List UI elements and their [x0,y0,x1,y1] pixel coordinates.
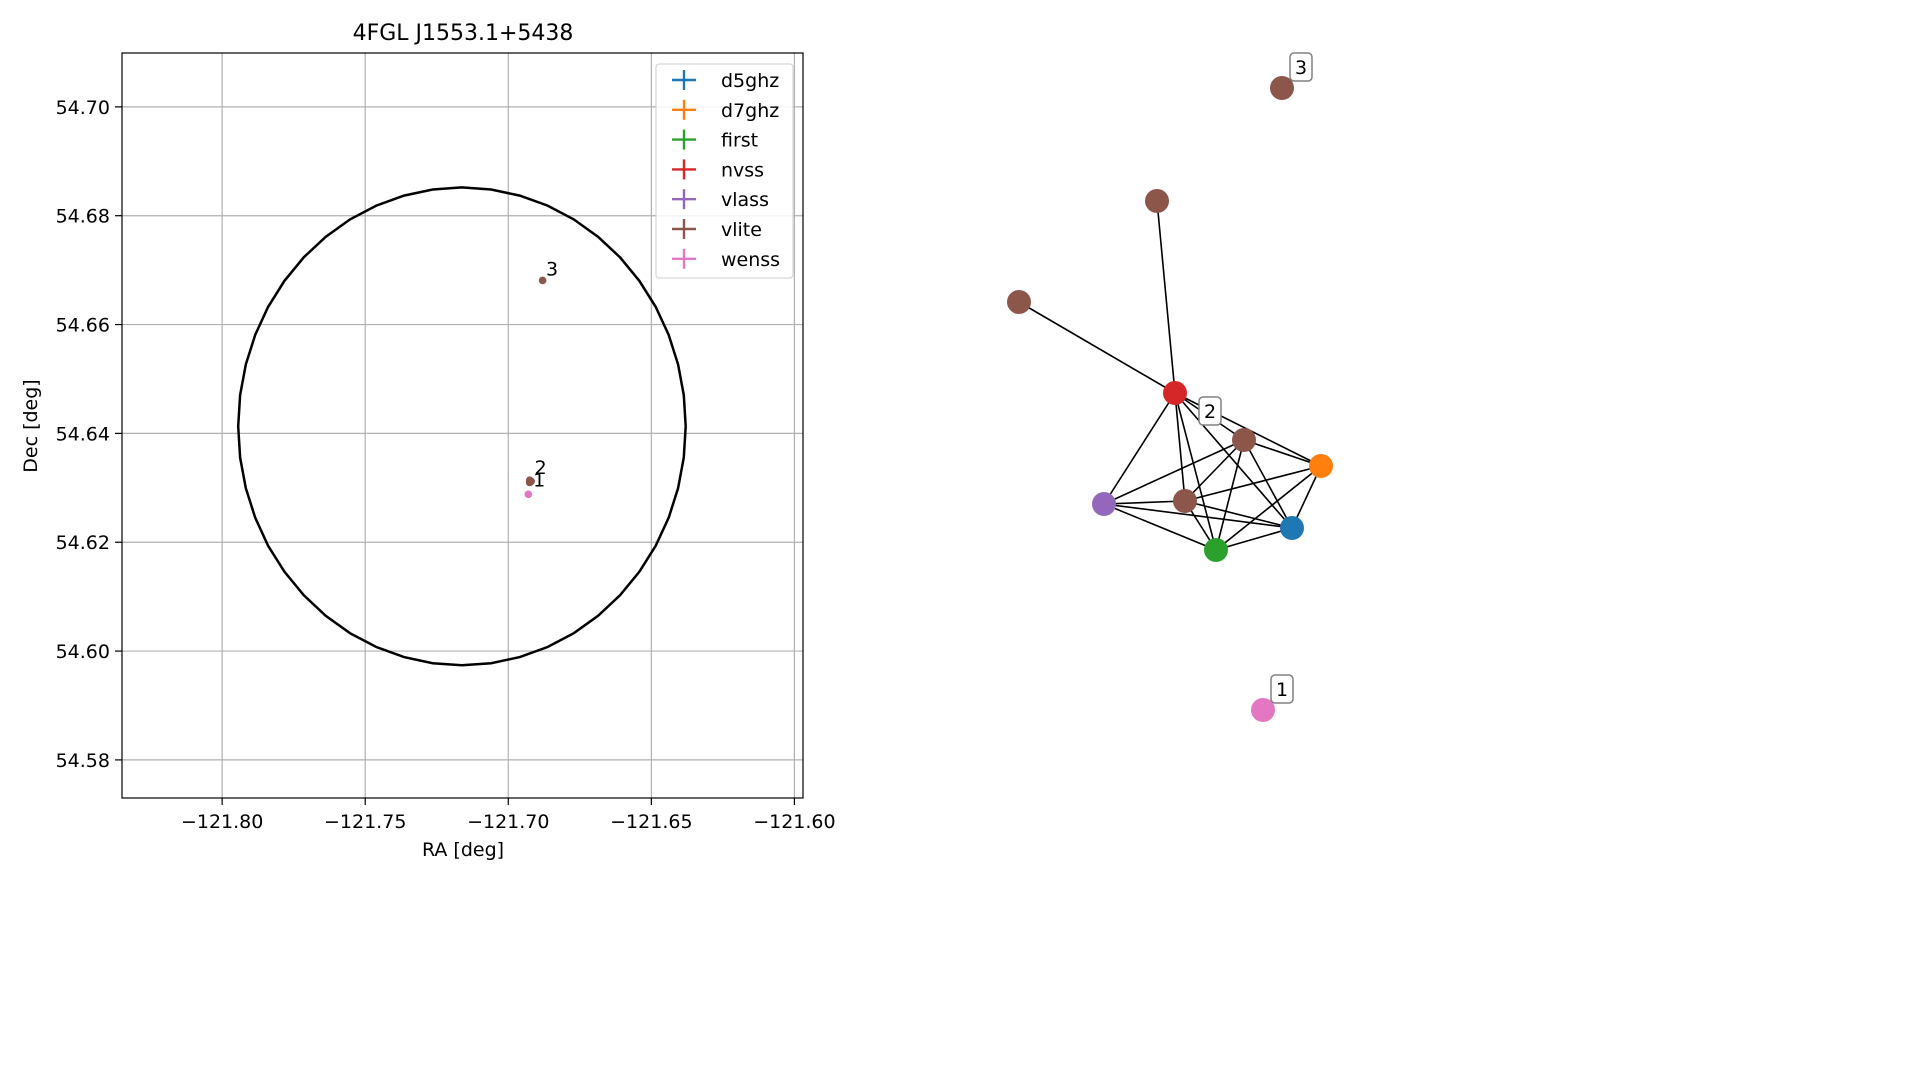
point-annotation: 2 [535,457,547,479]
error-ellipse-outline [236,186,687,667]
network-label: 1 [1270,674,1294,704]
network-edge [1103,503,1217,551]
network-label-text: 2 [1204,401,1216,423]
legend-item-wenss: wenss [672,249,780,271]
grid [122,53,803,798]
y-tick-label: 54.70 [56,97,110,119]
network-edge [1174,392,1217,551]
network-edge [1103,503,1293,529]
network-edge [1215,439,1245,551]
network-edge [1103,500,1186,505]
network-labels: 3 2 1 [1198,52,1313,704]
legend-frame [655,63,794,279]
network-node-vlite_c [1232,428,1256,452]
network-label-box [1198,396,1222,426]
network-edge [1243,439,1293,529]
network-node-first [1204,538,1228,562]
network-edge [1215,527,1293,551]
legend-item-d7ghz: d7ghz [672,99,779,122]
legend-item-first: first [672,129,758,152]
network-edge [1174,392,1186,502]
point-vlite [527,477,535,486]
legend-label: vlass [721,189,769,211]
network-node-vlite_d [1173,489,1197,513]
legend-label: d5ghz [721,70,779,92]
network-node-vlite_b [1007,290,1031,314]
legend: d5ghz d7ghz first nvss vlass vlite wenss [655,63,794,279]
axis-ticks: −121.80 −121.75 −121.70 −121.65 −121.60 54.58… [56,97,836,833]
x-tick-label: −121.80 [181,811,263,833]
x-tick-label: −121.75 [324,811,406,833]
network-node-vlass [1092,492,1116,516]
legend-label: first [721,130,758,152]
y-tick-label: 54.62 [56,532,110,554]
network-panel: 3 2 1 [1007,52,1333,722]
network-edge [1184,439,1245,502]
network-edges [1018,200,1322,551]
network-label-box [1270,674,1294,704]
network-node-vlite_far [1270,76,1294,100]
scatter-panel: 4FGL J1553.1+5438 123 −121.80 −121.75 −121… [20,21,836,861]
point-annotations: 12 3 [533,258,558,491]
network-edge [1215,465,1322,551]
legend-label: d7ghz [721,100,779,122]
network-node-d7ghz [1309,454,1333,478]
point-annotation: 1 [533,470,545,492]
x-tick-label: −121.70 [467,811,549,833]
network-label: 3 [1289,52,1313,82]
network-label-text: 1 [1276,679,1288,701]
network-nodes [1007,76,1333,722]
y-tick-label: 54.66 [56,315,110,337]
network-label: 2 [1198,396,1222,426]
point-vlite [538,276,547,285]
y-tick-label: 54.68 [56,206,110,228]
legend-item-vlass: vlass [672,189,769,211]
network-node-nvss [1163,381,1187,405]
network-node-d5ghz [1280,516,1304,540]
network-node-wenss [1251,698,1275,722]
network-edge [1103,439,1245,505]
network-edge [1156,200,1176,394]
legend-label: vlite [721,219,762,241]
legend-item-nvss: nvss [672,159,764,181]
x-axis-label: RA [deg] [422,839,504,861]
legend-item-vlite: vlite [672,219,762,241]
x-tick-label: −121.60 [753,811,835,833]
network-edge [1243,439,1322,467]
legend-label: wenss [721,249,780,271]
chart-title: 4FGL J1553.1+5438 [353,21,574,46]
network-label-text: 3 [1295,57,1307,79]
network-edge [1103,392,1176,505]
legend-label: nvss [721,159,764,181]
point-annotation: 3 [546,258,558,280]
error-ellipse [236,186,687,667]
data-points [524,276,547,499]
network-edge [1018,301,1176,394]
y-axis-label: Dec [deg] [20,379,42,472]
network-edge [1184,465,1322,502]
y-tick-label: 54.58 [56,750,110,772]
network-node-vlite_a [1145,189,1169,213]
y-tick-label: 54.64 [56,423,110,445]
network-edge [1184,500,1293,529]
plot-frame [121,52,804,799]
legend-item-d5ghz: d5ghz [672,70,779,92]
y-tick-label: 54.60 [56,641,110,663]
network-label-box [1289,52,1313,82]
point-wenss [524,490,533,499]
x-tick-label: −121.65 [610,811,692,833]
